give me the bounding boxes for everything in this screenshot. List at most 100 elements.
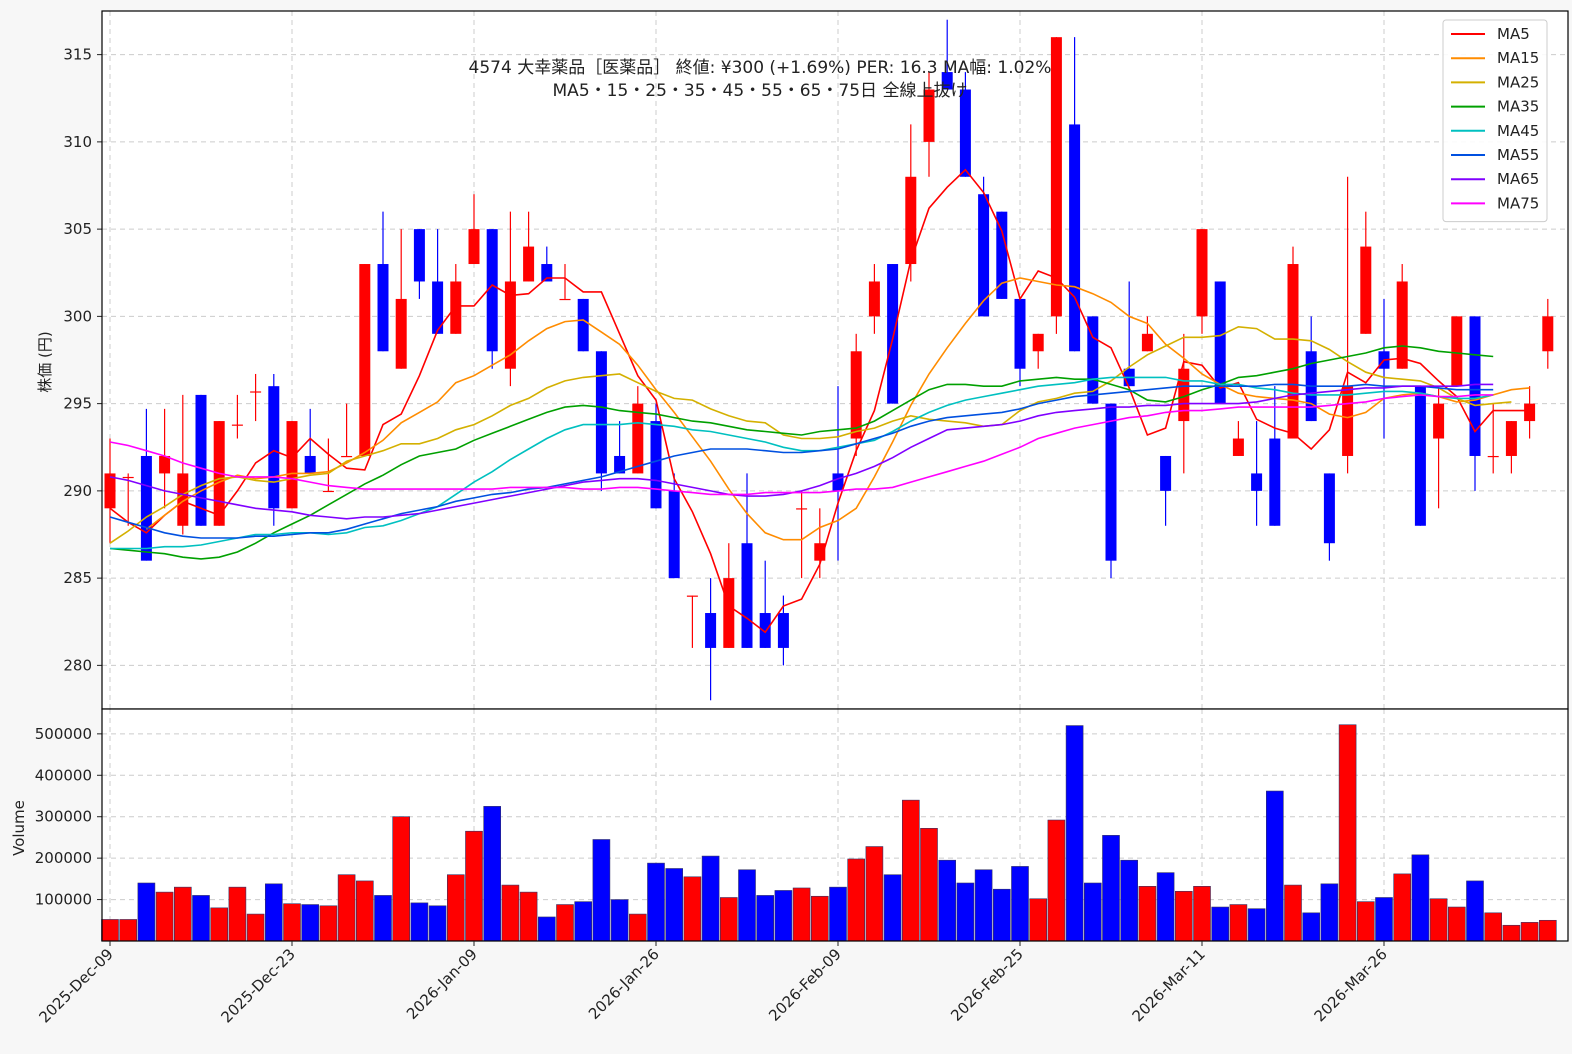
x-tick-label: 2026-Feb-09 — [765, 945, 845, 1025]
candle-body — [395, 298, 407, 369]
candle-body — [1287, 264, 1299, 439]
candle-body — [832, 473, 844, 491]
candle-body — [850, 351, 862, 439]
volume-bar — [1484, 912, 1502, 942]
volume-bar — [1429, 898, 1448, 942]
volume-bar — [1411, 854, 1430, 942]
ma-line-ma35 — [109, 345, 1494, 560]
volume-bar — [1029, 898, 1047, 942]
x-tick-label: 2026-Jan-09 — [403, 945, 481, 1023]
volume-bar — [1266, 790, 1284, 942]
volume-bar — [264, 883, 283, 942]
candle-body — [1160, 455, 1172, 491]
chart-subtitle: MA5・15・25・35・45・55・65・75日 全線上抜け — [553, 81, 968, 101]
price-panel: 280 285 290 295 300 305 310 315 — [63, 10, 1569, 710]
volume-bar — [392, 816, 411, 942]
candle-body — [1251, 473, 1263, 491]
volume-bar — [1338, 724, 1357, 942]
volume-bar — [1393, 873, 1411, 942]
volume-bar — [319, 905, 338, 942]
legend-label-ma75: MA75 — [1497, 194, 1539, 212]
candle-body — [432, 281, 444, 334]
x-tick-label: 2026-Mar-26 — [1311, 945, 1391, 1025]
candle-body — [304, 455, 316, 474]
volume-bar — [1357, 901, 1375, 942]
candle-body — [1269, 438, 1281, 526]
legend-box — [1442, 19, 1548, 223]
volume-bar — [938, 859, 957, 942]
volume-y-axis-label: Volume — [10, 800, 28, 856]
candle-body — [486, 229, 498, 352]
volume-bar — [920, 828, 938, 942]
volume-tick-label: 500000 — [35, 725, 92, 743]
candle-body — [468, 229, 480, 265]
candle-body — [250, 391, 262, 393]
volume-bar — [719, 897, 738, 942]
candle-body — [559, 298, 571, 301]
volume-bar — [374, 895, 392, 942]
volume-bar — [519, 891, 538, 942]
candle-body — [996, 211, 1008, 299]
volume-bar — [901, 799, 920, 942]
volume-bar — [192, 895, 210, 942]
candle-body — [1050, 37, 1062, 317]
volume-bar — [283, 903, 301, 942]
volume-bar — [101, 919, 119, 942]
candle-body — [359, 264, 371, 456]
candle-body — [1360, 246, 1372, 334]
candle-body — [1451, 316, 1463, 387]
legend-label-ma45: MA45 — [1497, 122, 1539, 140]
candle-body — [941, 72, 953, 90]
candle-body — [741, 543, 753, 648]
candle-body — [814, 543, 826, 561]
volume-tick-label: 400000 — [35, 766, 92, 784]
ma-line-ma25 — [109, 325, 1512, 544]
volume-bar — [537, 916, 556, 942]
volume-plot-frame — [101, 708, 1569, 942]
candle-body — [868, 281, 880, 317]
x-tick-label: 2025-Dec-09 — [35, 945, 116, 1026]
candle-body — [140, 455, 152, 561]
volume-bar — [428, 905, 447, 942]
volume-bar — [883, 874, 902, 942]
volume-bar — [1102, 835, 1120, 942]
volume-bar — [1193, 886, 1211, 942]
price-plot-area — [102, 11, 1568, 709]
candle-body — [1196, 229, 1208, 317]
volume-bar — [119, 919, 137, 942]
candle-body — [122, 476, 134, 479]
volume-bar — [1539, 919, 1557, 942]
volume-bar — [446, 874, 465, 942]
price-tick-label: 305 — [63, 220, 92, 238]
candle-body — [159, 455, 171, 474]
volume-bar — [974, 869, 993, 942]
candle-body — [231, 424, 243, 426]
volume-bar — [1138, 886, 1157, 942]
volume-bar — [647, 862, 665, 942]
volume-bar — [1448, 906, 1466, 942]
legend: MA5 MA15 MA25 MA35 MA45 MA55 MA65 MA75 — [1442, 19, 1548, 223]
legend-label-ma15: MA15 — [1497, 49, 1539, 67]
candle-body — [1469, 316, 1481, 456]
volume-tick-label: 100000 — [35, 891, 92, 909]
legend-label-ma65: MA65 — [1497, 170, 1539, 188]
candle-body — [1105, 403, 1117, 561]
volume-bar — [847, 858, 866, 942]
candle-body — [777, 613, 789, 648]
volume-bar — [1502, 924, 1521, 942]
candle-body — [1505, 421, 1517, 456]
candle-body — [1178, 368, 1190, 422]
candle-body — [1433, 403, 1445, 439]
candle-body — [705, 613, 717, 648]
candle-body — [1014, 298, 1026, 369]
candle-body — [504, 281, 516, 369]
candle-body — [1524, 403, 1536, 422]
candle-body — [796, 508, 808, 510]
candle-body — [286, 421, 298, 509]
ma-line-ma75 — [109, 394, 1494, 496]
candle-body — [723, 578, 735, 648]
volume-tick-label: 300000 — [35, 808, 92, 826]
volume-bar — [228, 886, 247, 942]
volume-bar — [410, 902, 429, 942]
